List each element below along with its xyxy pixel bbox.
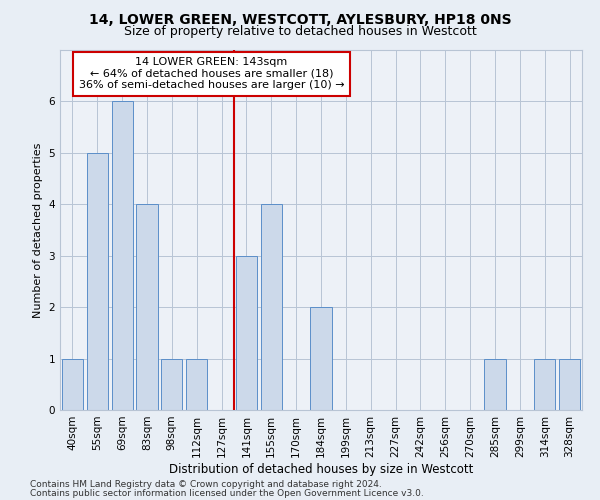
Bar (87, 153, 108, 410)
Bar (136, 204, 158, 410)
Bar (186, 358, 207, 410)
Text: Contains HM Land Registry data © Crown copyright and database right 2024.: Contains HM Land Registry data © Crown c… (30, 480, 382, 489)
X-axis label: Distribution of detached houses by size in Westcott: Distribution of detached houses by size … (169, 462, 473, 475)
Text: 14 LOWER GREEN: 143sqm
← 64% of detached houses are smaller (18)
36% of semi-det: 14 LOWER GREEN: 143sqm ← 64% of detached… (79, 57, 344, 90)
Bar (310, 307, 332, 410)
Bar (559, 358, 580, 410)
Text: Contains public sector information licensed under the Open Government Licence v3: Contains public sector information licen… (30, 488, 424, 498)
Bar (261, 204, 282, 410)
Bar (112, 102, 133, 410)
Y-axis label: Number of detached properties: Number of detached properties (33, 142, 43, 318)
Bar (62, 358, 83, 410)
Bar (534, 358, 555, 410)
Text: 14, LOWER GREEN, WESTCOTT, AYLESBURY, HP18 0NS: 14, LOWER GREEN, WESTCOTT, AYLESBURY, HP… (89, 12, 511, 26)
Bar (236, 256, 257, 410)
Text: Size of property relative to detached houses in Westcott: Size of property relative to detached ho… (124, 25, 476, 38)
Bar (161, 358, 182, 410)
Bar (484, 358, 506, 410)
